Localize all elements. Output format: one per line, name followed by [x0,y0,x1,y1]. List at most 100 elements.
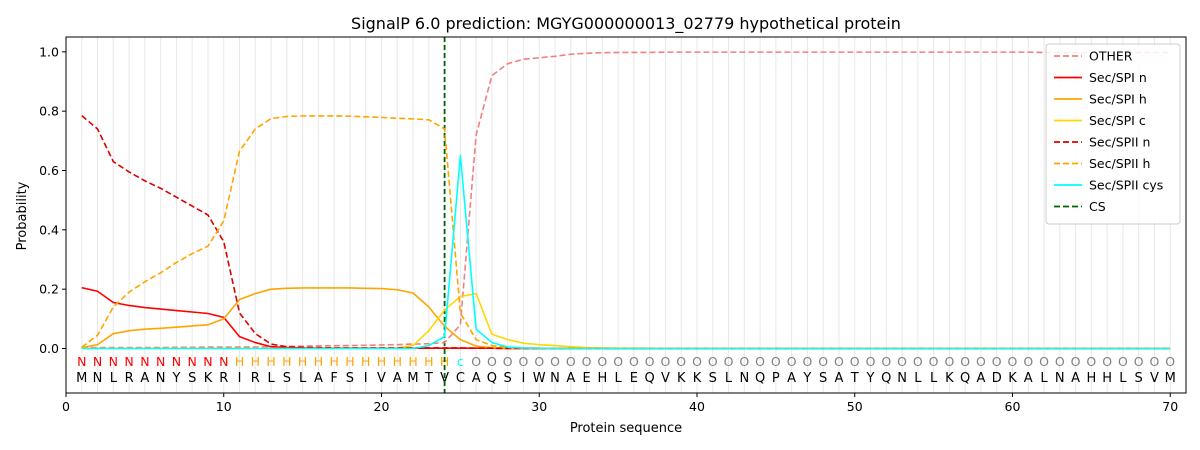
y-tick-label: 0.4 [39,222,59,237]
sequence-letter: L [614,371,622,386]
legend: OTHER Sec/SPI n Sec/SPI h Sec/SPI c Sec/SPII… [1045,43,1181,225]
sequence-letter: S [346,371,354,386]
legend-entry-label: Sec/SPII n [1089,135,1150,150]
sequence-letter: A [566,371,575,386]
sequence-letter: Q [881,371,891,386]
annotation-letter: O [692,354,702,369]
annotation-letter: O [708,354,718,369]
sequence-letter: M [407,371,418,386]
sequence-letter: F [330,371,337,386]
sequence-letter: Q [960,371,970,386]
sequence-letter: L [267,371,275,386]
annotation-letter: N [156,354,165,369]
annotation-letter: O [913,354,923,369]
sequence-letter: M [76,371,87,386]
sequence-letter: V [377,371,386,386]
sequence-letter: I [522,371,526,386]
sequence-letter: S [504,371,512,386]
annotation-letter: O [1008,354,1018,369]
y-tick-label: 0.0 [39,341,59,356]
sequence-letter: L [110,371,118,386]
sequence-letter: I [364,371,368,386]
sequence-letter: V [440,371,449,386]
y-tick-label: 0.2 [39,282,59,297]
sequence-letter: A [976,371,985,386]
annotation-letter: O [881,354,891,369]
sequence-letter: Q [645,371,655,386]
annotation-letter: O [944,354,954,369]
sequence-letter: H [1102,371,1112,386]
sequence-letter: E [582,371,590,386]
annotation-letter: N [203,354,212,369]
series-line-0 [81,51,1171,349]
sequence-letter: V [661,371,670,386]
sequence-letter: H [597,371,607,386]
chart-title: SignalP 6.0 prediction: MGYG000000013_02… [351,14,901,34]
annotation-letter: H [329,354,338,369]
y-axis-label: Probability [15,181,30,250]
sequence-letter: A [314,371,323,386]
sequence-letter: L [299,371,307,386]
annotation-letter: O [487,354,497,369]
y-tick-label: 1.0 [39,44,59,59]
sequence-letter: V [1150,371,1159,386]
annotation-letter: H [377,354,386,369]
sequence-letter: W [533,371,546,386]
sequence-letter: A [140,371,149,386]
annotation-letter: O [834,354,844,369]
sequence-letter: N [739,371,749,386]
annotation-letter: O [866,354,876,369]
annotation-letter: O [661,354,671,369]
annotation-letter: O [818,354,828,369]
annotation-letter: O [960,354,970,369]
annotation-letter: H [282,354,291,369]
annotation-letter: O [597,354,607,369]
x-tick-label: 50 [847,399,863,414]
sequence-letter: A [787,371,796,386]
x-tick-label: 70 [1162,399,1178,414]
x-tick-label: 10 [216,399,232,414]
x-tick-label: 40 [689,399,705,414]
sequence-letter: N [897,371,907,386]
annotation-letter: O [755,354,765,369]
series-line-6 [81,154,1171,350]
annotation-letter: N [140,354,149,369]
annotation-letter: N [77,354,86,369]
annotation-letter: H [361,354,370,369]
annotation-letter: N [172,354,181,369]
sequence-letter: L [1119,371,1127,386]
sequence-letter: S [188,371,196,386]
annotation-letter: O [787,354,797,369]
sequence-letter: S [1135,371,1143,386]
sequence-letter: S [819,371,827,386]
annotation-letter: O [629,354,639,369]
sequence-letter: A [835,371,844,386]
annotation-letter: O [850,354,860,369]
sequence-letter: A [393,371,402,386]
annotation-letter: H [408,354,417,369]
annotation-letter: H [393,354,402,369]
annotation-letter: H [235,354,244,369]
annotation-letter: N [93,354,102,369]
annotation-letter: c [457,354,464,369]
x-axis: 0 10 20 30 40 50 60 70 [62,393,1178,414]
sequence-letter: T [850,371,859,386]
annotation-letter: O [897,354,907,369]
x-axis-label: Protein sequence [570,421,682,436]
annotation-letter: O [1165,354,1175,369]
x-tick-label: 0 [62,399,70,414]
sequence-letter: Y [866,371,875,386]
annotation-letter: O [534,354,544,369]
legend-entry-label: Sec/SPII h [1089,156,1150,171]
annotation-letter: O [1071,354,1081,369]
legend-entry-label: Sec/SPII cys [1089,178,1163,193]
sequence-letter: K [693,371,702,386]
sequence-letter: P [772,371,780,386]
sequence-letter: Q [755,371,765,386]
sequence-letter: S [709,371,717,386]
annotation-letter: H [266,354,275,369]
plot-area: MNNNLNRNANNNYNSNKNRNIHRHLHSHLHAHFHSHIHVH… [76,37,1176,393]
annotation-letter: O [976,354,986,369]
annotation-letter: O [739,354,749,369]
y-tick-label: 0.6 [39,163,59,178]
